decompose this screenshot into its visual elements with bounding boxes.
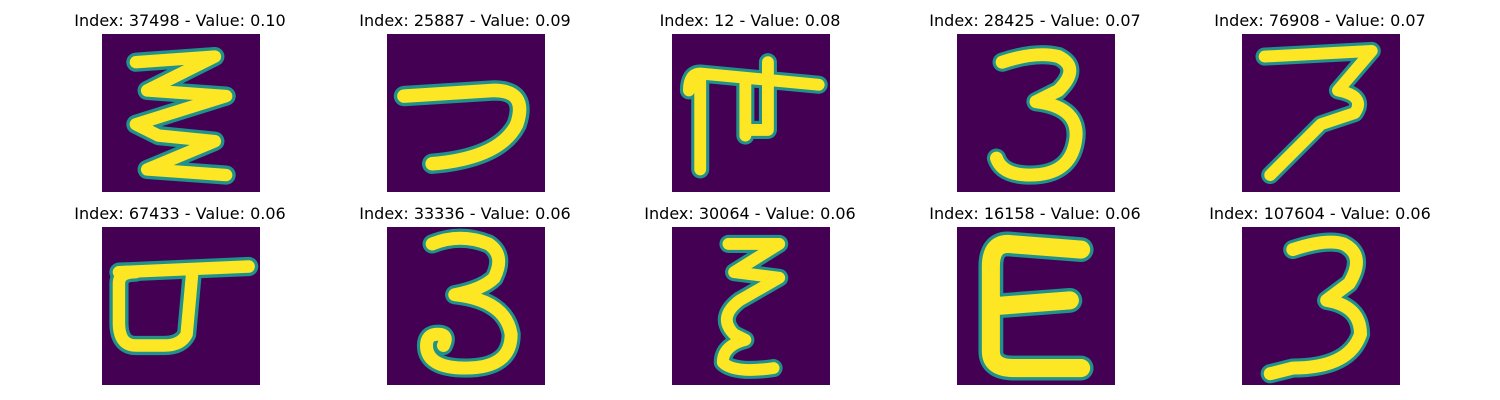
panel-title: Index: 12 - Value: 0.08 [659, 11, 841, 30]
glyph-drawing [1260, 232, 1371, 384]
panel-title: Index: 33336 - Value: 0.06 [359, 204, 571, 223]
panel-9: Index: 16158 - Value: 0.06 [905, 203, 1165, 385]
panel-title: Index: 107604 - Value: 0.06 [1209, 204, 1431, 223]
panel-6: Index: 67433 - Value: 0.06 [50, 203, 310, 385]
digit-three-glyph-image [957, 34, 1115, 192]
panel-8: Index: 30064 - Value: 0.06 [620, 203, 880, 385]
gate-script-glyph-image [672, 34, 830, 192]
panel-title: Index: 76908 - Value: 0.07 [1214, 11, 1426, 30]
panel-title: Index: 30064 - Value: 0.06 [644, 204, 856, 223]
panel-7: Index: 33336 - Value: 0.06 [335, 203, 595, 385]
digit-three-glyph-image [1242, 227, 1400, 385]
panel-title: Index: 16158 - Value: 0.06 [929, 204, 1141, 223]
epsilon-like-glyph-image [957, 227, 1115, 385]
panel-4: Index: 28425 - Value: 0.07 [905, 10, 1165, 192]
panel-title: Index: 67433 - Value: 0.06 [74, 204, 286, 223]
zigzag-script-glyph-image [102, 34, 260, 192]
panel-5: Index: 76908 - Value: 0.07 [1190, 10, 1450, 192]
panel-title: Index: 37498 - Value: 0.10 [74, 11, 286, 30]
panel-1: Index: 37498 - Value: 0.10 [50, 10, 310, 192]
panel-10: Index: 107604 - Value: 0.06 [1190, 203, 1450, 385]
glyph-drawing [109, 256, 259, 356]
panel-3: Index: 12 - Value: 0.08 [620, 10, 880, 192]
glyph-drawing [679, 53, 828, 179]
hook-script-glyph-image [387, 34, 545, 192]
glyph-drawing [978, 231, 1094, 381]
panel-title: Index: 25887 - Value: 0.09 [359, 11, 571, 30]
glyph-drawing [416, 228, 521, 378]
loop-bar-script-glyph-image [102, 227, 260, 385]
glyph-drawing [1255, 41, 1381, 185]
digit-three-curl-glyph-image [387, 227, 545, 385]
glyph-drawing [393, 80, 530, 174]
glyph-drawing [713, 234, 789, 379]
panel-title: Index: 28425 - Value: 0.07 [929, 11, 1141, 30]
panel-2: Index: 25887 - Value: 0.09 [335, 10, 595, 192]
seven-like-glyph-image [1242, 34, 1400, 192]
glyph-drawing [986, 45, 1086, 185]
glyph-drawing [126, 46, 236, 185]
narrow-script-glyph-image [672, 227, 830, 385]
